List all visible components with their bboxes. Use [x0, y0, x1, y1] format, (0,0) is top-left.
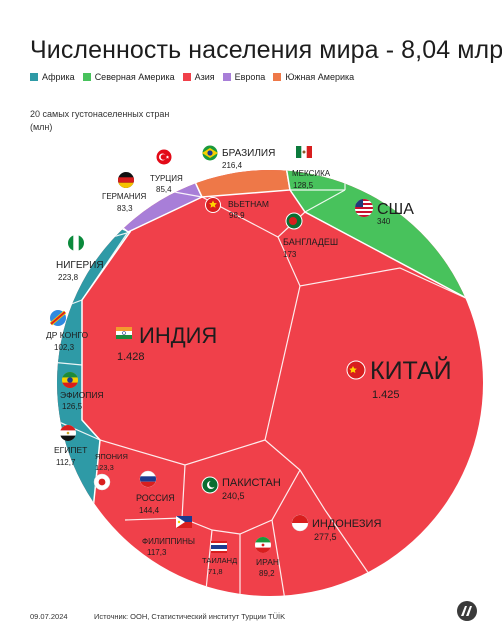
cell-border [181, 464, 301, 535]
label-value: 126,5 [62, 402, 83, 411]
india-flag [116, 327, 132, 339]
legend-swatch [273, 73, 282, 81]
legend-label: Африка [42, 72, 75, 82]
legend-item-africa: Африка [30, 72, 75, 82]
cell-border [81, 231, 129, 301]
label-value: 102,3 [54, 343, 75, 352]
legend-item-south-america: Южная Америка [273, 72, 354, 82]
label-value: 240,5 [222, 491, 245, 501]
cell-border [304, 189, 346, 213]
label-value: 98,9 [229, 211, 245, 220]
ethiopia-flag [62, 372, 78, 388]
indonesia-flag [291, 514, 309, 532]
chart-labels: КИТАЙ 1.425 ИНДИЯ 1.428 США 340 ИНДОНЕЗИ… [46, 148, 452, 578]
label-name: ПАКИСТАН [222, 477, 281, 489]
label-name: ФИЛИППИНЫ [142, 537, 195, 546]
legend-swatch [222, 73, 231, 81]
mexico-flag [296, 146, 312, 158]
legend: Африка Северная Америка Азия Европа Южна… [30, 72, 354, 82]
label-name: ГЕРМАНИЯ [102, 192, 146, 201]
philippines-flag [176, 516, 192, 528]
russia-flag [139, 470, 157, 488]
legend-item-north-america: Северная Америка [82, 72, 175, 82]
cell-border [264, 285, 326, 511]
egypt-flag [60, 425, 76, 441]
cell-border [81, 419, 266, 466]
legend-label: Европа [234, 72, 266, 82]
brazil-flag [201, 144, 219, 162]
label-name: ИРАН [256, 557, 279, 567]
footer-source: Источник: ООН, Статистический институт Т… [94, 612, 286, 621]
flags [49, 144, 373, 553]
label-name: КИТАЙ [370, 355, 452, 385]
label-name: ВЬЕТНАМ [228, 199, 269, 209]
legend-swatch [182, 73, 191, 81]
cell-border [57, 361, 83, 366]
label-name: РОССИЯ [136, 493, 175, 503]
label-value: 340 [377, 217, 391, 226]
label-name: ИНДИЯ [139, 323, 217, 348]
usa-flag [355, 199, 373, 217]
label-value: 123,3 [95, 463, 114, 472]
iran-flag [255, 537, 271, 553]
label-value: 83,3 [117, 204, 133, 213]
cell-border [271, 519, 286, 596]
label-name: МЕКСИКА [292, 169, 331, 178]
label-value: 277,5 [314, 532, 337, 542]
chart-title: Численность населения мира - 8,04 млрд [30, 36, 502, 64]
legend-item-asia: Азия [182, 72, 215, 82]
pakistan-flag [201, 476, 219, 494]
legend-label: Азия [194, 72, 215, 82]
label-value: 223,8 [58, 273, 79, 282]
label-value: 89,2 [259, 569, 275, 578]
label-name: США [377, 201, 414, 218]
label-value: 144,4 [139, 506, 160, 515]
asia-region [57, 170, 483, 596]
label-value: 173 [283, 250, 297, 259]
nigeria-flag [68, 235, 84, 251]
legend-label: Южная Америка [285, 72, 355, 82]
vietnam-flag [205, 197, 221, 213]
label-name: БРАЗИЛИЯ [222, 148, 275, 159]
label-name: БАНГЛАДЕШ [283, 237, 338, 247]
label-value: 117,3 [147, 548, 167, 557]
japan-flag [93, 473, 111, 491]
label-value: 1.425 [372, 389, 400, 401]
chart-subtitle: 20 самых густонаселенных стран (млн) [30, 109, 170, 132]
turkey-flag [155, 148, 173, 166]
label-value: 112,7 [56, 458, 76, 467]
label-name: ИНДОНЕЗИЯ [312, 518, 381, 530]
legend-label: Северная Америка [94, 72, 175, 82]
label-value: 85,4 [156, 185, 172, 194]
legend-item-europe: Европа [222, 72, 266, 82]
label-name: ЯПОНИЯ [95, 452, 128, 461]
china-flag [346, 360, 366, 380]
germany-flag [118, 172, 134, 188]
label-name: ЕГИПЕТ [54, 445, 87, 455]
cell-border [277, 236, 471, 301]
legend-swatch [82, 73, 91, 81]
bangladesh-flag [285, 212, 303, 230]
label-name: НИГЕРИЯ [56, 260, 104, 271]
drc-flag [49, 310, 67, 326]
cell-border [124, 517, 183, 521]
label-name: ДР КОНГО [46, 330, 89, 340]
label-value: 71,8 [208, 567, 223, 576]
legend-swatch [30, 73, 38, 81]
aa-logo-icon [457, 601, 477, 621]
label-value: 216,4 [222, 161, 243, 170]
label-name: ТУРЦИЯ [150, 174, 183, 183]
label-value: 1.428 [117, 351, 145, 363]
thailand-flag [211, 541, 227, 553]
label-value: 128,5 [293, 181, 314, 190]
footer-date: 09.07.2024 [30, 612, 68, 621]
label-name: ЭФИОПИЯ [60, 390, 104, 400]
label-name: ТАИЛАНД [202, 556, 237, 565]
